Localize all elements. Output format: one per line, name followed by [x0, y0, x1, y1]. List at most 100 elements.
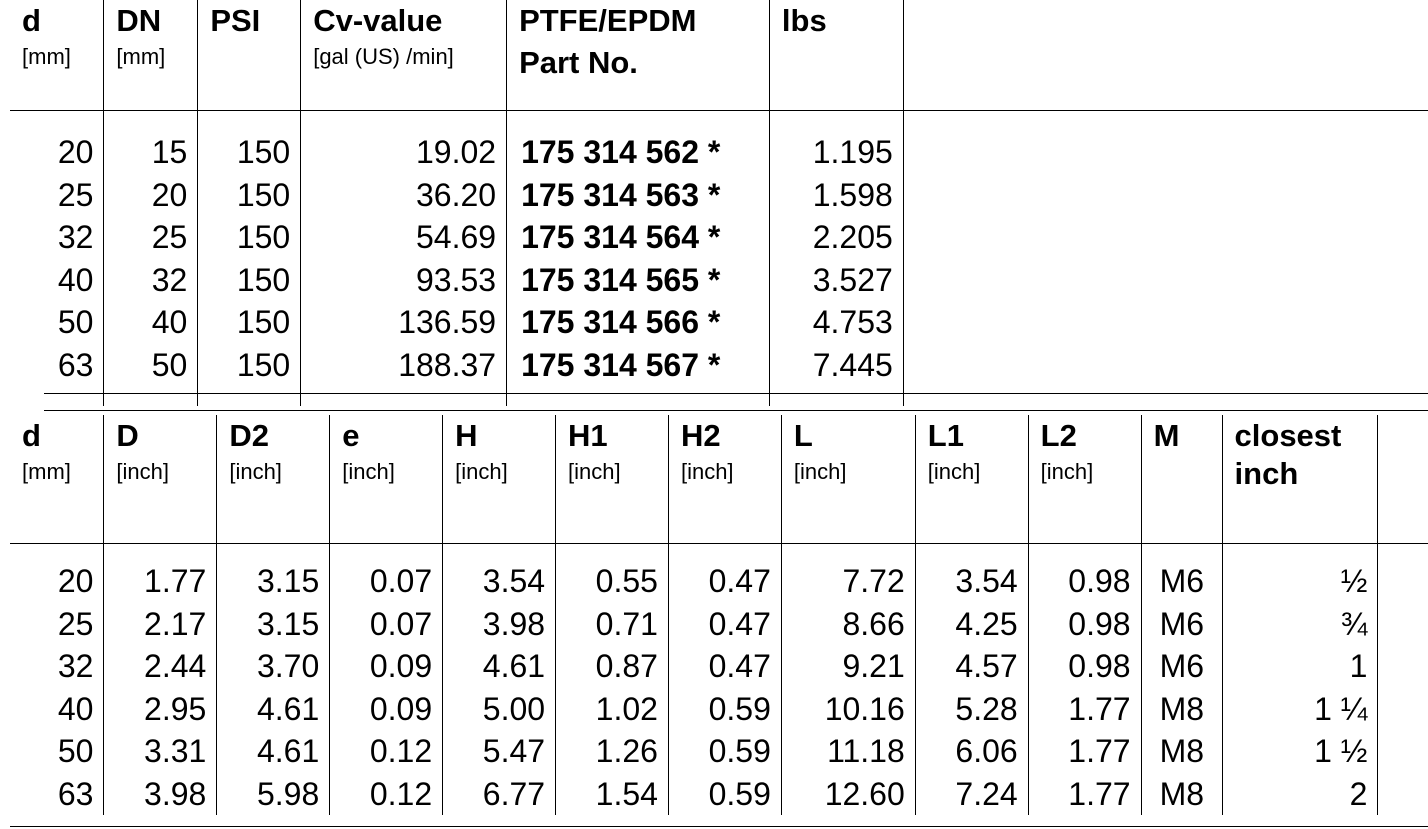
cell-d: 50 [10, 730, 105, 773]
cell-L2: 1.77 [1028, 772, 1142, 815]
cell-M: M6 [1141, 602, 1223, 645]
cell-L2: 0.98 [1028, 645, 1142, 688]
table-row: 32 2.44 3.70 0.09 4.61 0.87 0.47 9.21 4.57 0.98 M6… [10, 645, 1428, 688]
cell-closest-inch: 1 ¼ [1222, 687, 1379, 730]
table-divider-bottom [44, 410, 1428, 411]
cell-D: 3.98 [103, 772, 218, 815]
table-row: 63 3.98 5.98 0.12 6.77 1.54 0.59 12.60 7.24 1.77 M… [10, 772, 1428, 815]
cell-lbs: 3.527 [769, 258, 904, 301]
cell-H2: 0.59 [668, 730, 782, 773]
header-d: d [mm] [10, 415, 105, 544]
cell-H1: 0.87 [555, 645, 669, 688]
cell-L: 8.66 [781, 602, 916, 645]
table-row: 40 32 150 93.53 175 314 565 * 3.527 [10, 258, 1428, 301]
header-empty [1377, 415, 1428, 544]
table-row: 32 25 150 54.69 175 314 564 * 2.205 [10, 216, 1428, 259]
table-row: 20 1.77 3.15 0.07 3.54 0.55 0.47 7.72 3.54 0.98 M6… [10, 560, 1428, 603]
cell-d: 20 [10, 131, 105, 174]
cell-dn: 50 [103, 343, 199, 386]
cell-dn: 32 [103, 258, 199, 301]
cell-H1: 1.54 [555, 772, 669, 815]
cell-D2: 3.70 [216, 645, 331, 688]
cell-dn: 15 [103, 131, 199, 174]
cell-L1: 4.57 [915, 645, 1029, 688]
cell-L2: 0.98 [1028, 602, 1142, 645]
cell-d: 40 [10, 687, 105, 730]
cell-dn: 20 [103, 173, 199, 216]
cell-L: 9.21 [781, 645, 916, 688]
cell-cv: 136.59 [300, 301, 508, 344]
header-dn: DN [mm] [103, 0, 199, 111]
table-row: 25 20 150 36.20 175 314 563 * 1.598 [10, 173, 1428, 216]
cell-closest-inch: 1 ½ [1222, 730, 1379, 773]
table-bottom-line [10, 826, 1428, 827]
cell-D: 1.77 [103, 560, 218, 603]
cell-H: 5.00 [442, 687, 557, 730]
cell-d: 32 [10, 645, 105, 688]
cell-H2: 0.47 [668, 602, 782, 645]
cell-M: M8 [1141, 772, 1223, 815]
cell-L2: 1.77 [1028, 687, 1142, 730]
header-L1: L1 [inch] [915, 415, 1029, 544]
table-row: 63 50 150 188.37 175 314 567 * 7.445 [10, 343, 1428, 386]
header-D2: D2 [inch] [216, 415, 331, 544]
cell-H1: 0.71 [555, 602, 669, 645]
cell-cv: 54.69 [300, 216, 508, 259]
table-divider-top [44, 393, 1428, 394]
cell-part-no: 175 314 564 * [506, 216, 770, 259]
cell-M: M6 [1141, 645, 1223, 688]
cell-dn: 40 [103, 301, 199, 344]
cell-D2: 5.98 [216, 772, 331, 815]
cell-L1: 5.28 [915, 687, 1029, 730]
cell-closest-inch: 2 [1222, 772, 1379, 815]
cell-M: M6 [1141, 560, 1223, 603]
cell-H: 5.47 [442, 730, 557, 773]
cell-D2: 4.61 [216, 687, 331, 730]
cell-part-no: 175 314 563 * [506, 173, 770, 216]
header-L2: L2 [inch] [1028, 415, 1142, 544]
cell-closest-inch: 1 [1222, 645, 1379, 688]
header-L: L [inch] [781, 415, 916, 544]
cell-part-no: 175 314 566 * [506, 301, 770, 344]
header-H: H [inch] [442, 415, 557, 544]
cell-H2: 0.59 [668, 687, 782, 730]
cell-M: M8 [1141, 730, 1223, 773]
header-M: M [1141, 415, 1223, 544]
cell-L2: 0.98 [1028, 560, 1142, 603]
cell-closest-inch: ½ [1222, 560, 1379, 603]
cell-cv: 36.20 [300, 173, 508, 216]
cell-D2: 3.15 [216, 602, 331, 645]
cell-H2: 0.47 [668, 560, 782, 603]
header-cv-value: Cv-value [gal (US) /min] [300, 0, 508, 111]
cell-d: 25 [10, 602, 105, 645]
valve-specs-table: d [mm] DN [mm] PSI Cv-value [gal (US) /m… [10, 0, 1428, 406]
cell-L: 10.16 [781, 687, 916, 730]
cell-D2: 4.61 [216, 730, 331, 773]
cell-lbs: 2.205 [769, 216, 904, 259]
table-header-row: d [mm] DN [mm] PSI Cv-value [gal (US) /m… [10, 0, 1428, 111]
cell-M: M8 [1141, 687, 1223, 730]
cell-L1: 6.06 [915, 730, 1029, 773]
header-part-no: PTFE/EPDM Part No. [506, 0, 770, 111]
table-row: 25 2.17 3.15 0.07 3.98 0.71 0.47 8.66 4.25 0.98 M6… [10, 602, 1428, 645]
cell-D: 2.44 [103, 645, 218, 688]
header-H2: H2 [inch] [668, 415, 782, 544]
cell-part-no: 175 314 567 * [506, 343, 770, 386]
cell-d: 25 [10, 173, 105, 216]
cell-L1: 4.25 [915, 602, 1029, 645]
header-e: e [inch] [329, 415, 444, 544]
cell-H1: 0.55 [555, 560, 669, 603]
cell-part-no: 175 314 565 * [506, 258, 770, 301]
cell-H: 6.77 [442, 772, 557, 815]
cell-d: 20 [10, 560, 105, 603]
cell-cv: 188.37 [300, 343, 508, 386]
cell-lbs: 7.445 [769, 343, 904, 386]
cell-L: 11.18 [781, 730, 916, 773]
table-row: 40 2.95 4.61 0.09 5.00 1.02 0.59 10.16 5.28 1.77 M… [10, 687, 1428, 730]
dimensions-table: d [mm] D [inch] D2 [inch] e [inch] H [in… [10, 415, 1428, 815]
cell-e: 0.07 [329, 560, 444, 603]
cell-D2: 3.15 [216, 560, 331, 603]
cell-psi: 150 [197, 343, 302, 386]
cell-H1: 1.02 [555, 687, 669, 730]
cell-part-no: 175 314 562 * [506, 131, 770, 174]
